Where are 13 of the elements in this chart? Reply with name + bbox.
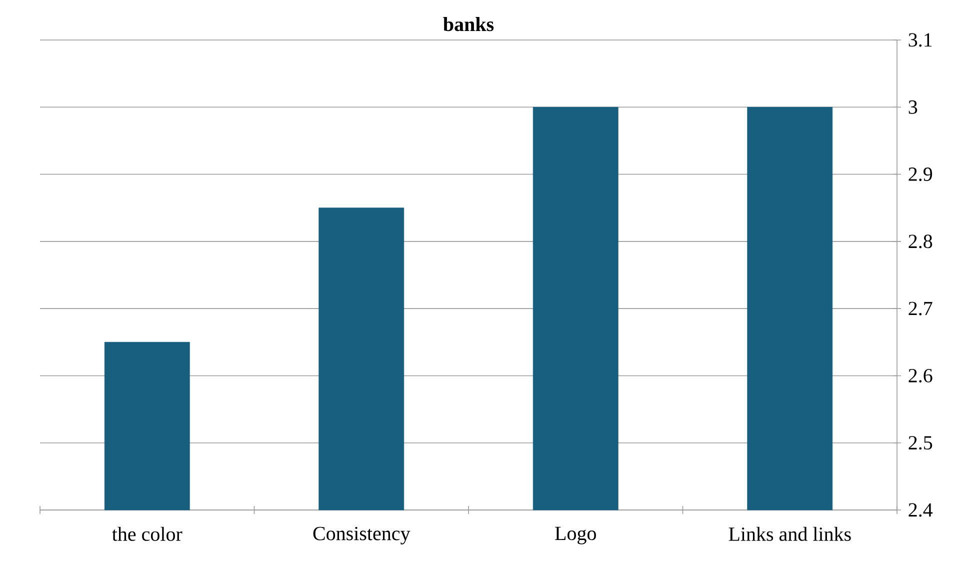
y-tick-label: 2.5 [908, 436, 932, 450]
x-tick-label: Logo [555, 526, 596, 544]
y-tick-label: 2.9 [908, 168, 932, 182]
y-tick-label: 3.1 [908, 33, 932, 47]
chart-title: banks [443, 17, 494, 32]
y-tick-label: 2.7 [908, 302, 932, 316]
y-tick-label: 2.4 [908, 503, 933, 517]
y-tick-label: 3 [908, 100, 918, 114]
x-tick-label: Consistency [313, 526, 410, 544]
x-tick-label: the color [112, 526, 182, 541]
y-tick-label: 2.6 [908, 368, 932, 382]
y-tick-label: 2.8 [908, 234, 932, 248]
x-tick-label: Links and links [728, 526, 851, 541]
